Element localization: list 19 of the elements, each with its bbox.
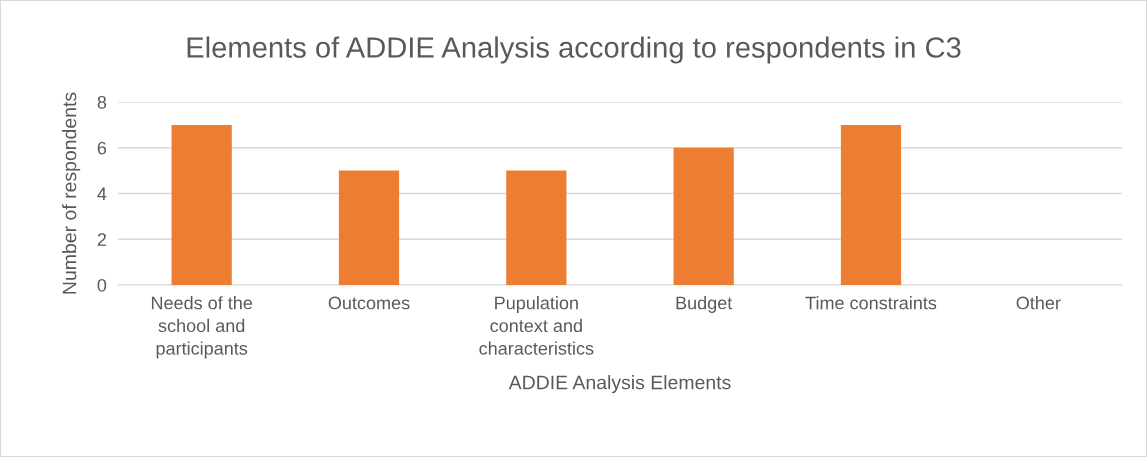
chart-title: Elements of ADDIE Analysis according to respondents in C3 (187, 36, 961, 64)
y-tick-label: 8 (97, 95, 107, 109)
bar (171, 124, 232, 285)
bar (506, 170, 567, 285)
x-tick-label: Outcomes (328, 296, 410, 310)
x-tick-label: Time constraints (805, 296, 937, 310)
y-tick-label: 4 (97, 187, 107, 201)
y-axis-title: Number of respondents (62, 92, 81, 294)
y-tick-label: 2 (97, 233, 106, 246)
x-tick-label: Other (1016, 296, 1061, 310)
bar (338, 170, 400, 285)
x-axis-title: ADDIE Analysis Elements (508, 375, 731, 394)
y-tick-label: 6 (97, 141, 107, 155)
bar (673, 147, 734, 285)
x-tick-label: Pupulation context and characteristics (479, 296, 594, 355)
x-tick-label: Budget (676, 296, 733, 313)
bar (840, 124, 902, 285)
x-tick-label: Needs of the school and participants (151, 296, 253, 359)
y-tick-label: 0 (97, 278, 107, 292)
